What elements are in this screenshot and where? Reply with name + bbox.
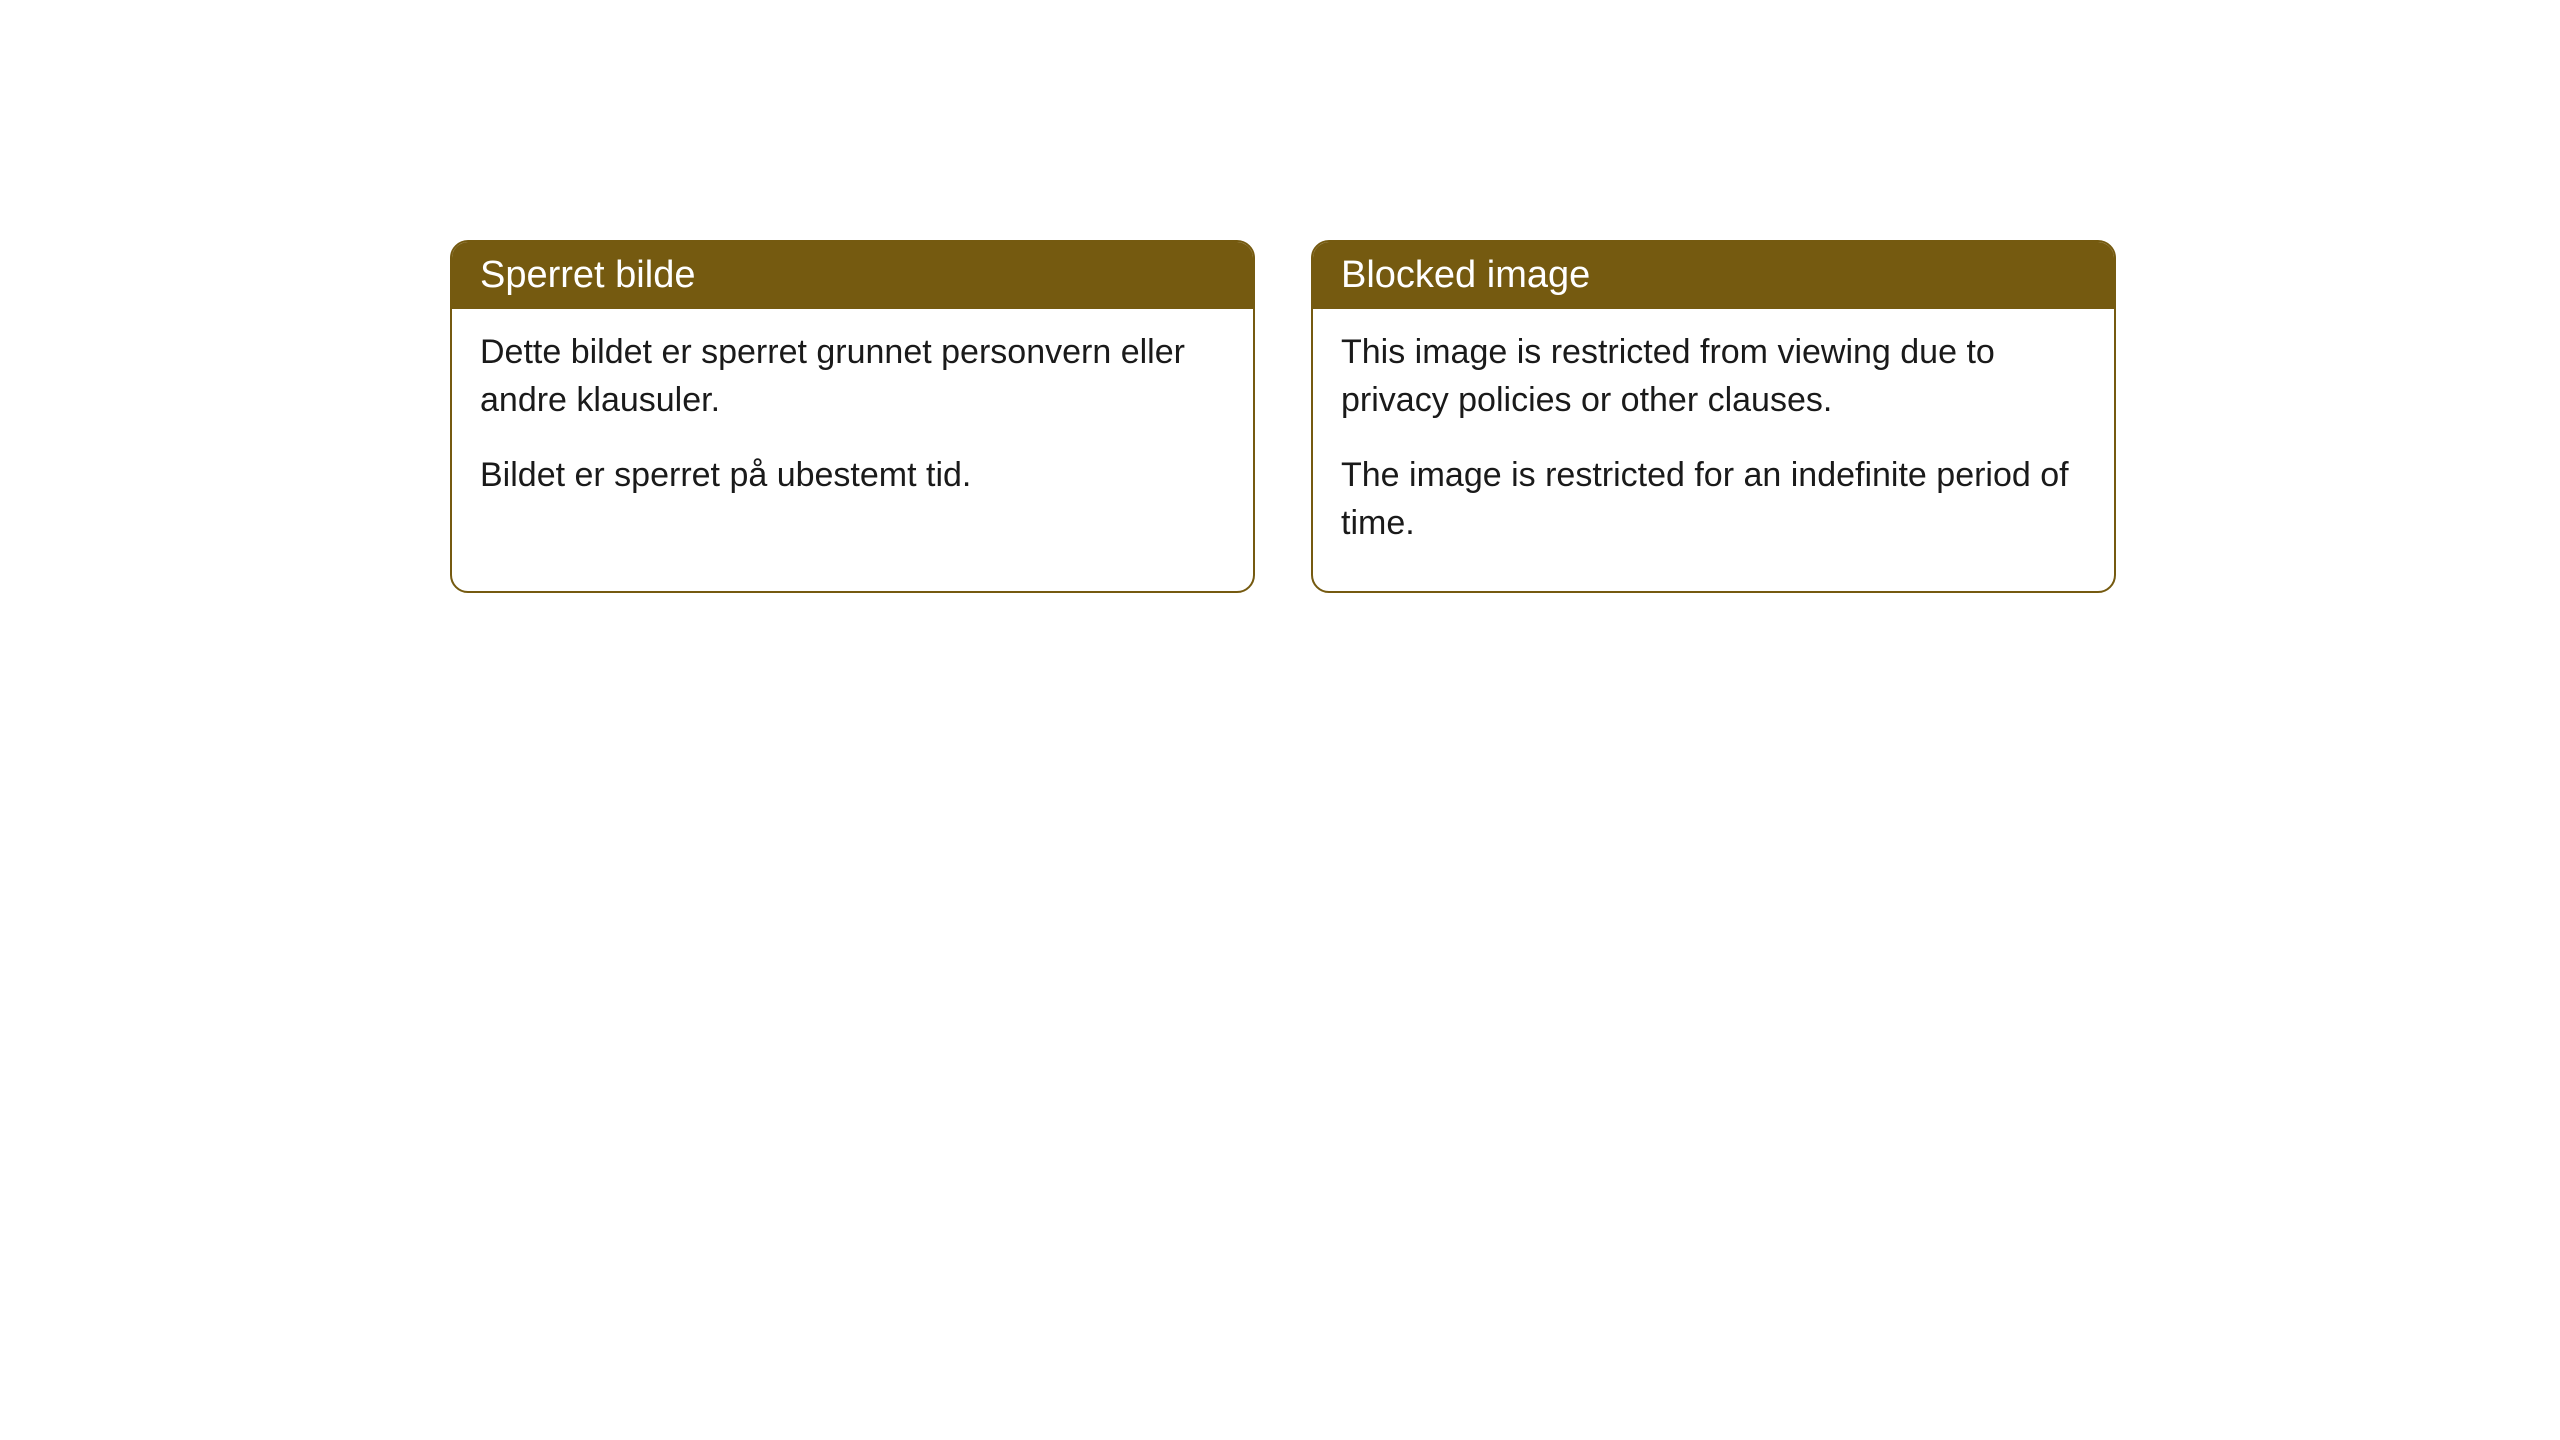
card-paragraph-2: Bildet er sperret på ubestemt tid.	[480, 452, 1225, 500]
card-title: Blocked image	[1341, 254, 1590, 296]
blocked-image-card-norwegian: Sperret bilde Dette bildet er sperret gr…	[450, 240, 1255, 593]
card-paragraph-1: Dette bildet er sperret grunnet personve…	[480, 329, 1225, 424]
card-paragraph-2: The image is restricted for an indefinit…	[1341, 452, 2086, 547]
card-title: Sperret bilde	[480, 254, 695, 296]
card-header: Sperret bilde	[452, 242, 1253, 309]
card-body: This image is restricted from viewing du…	[1313, 309, 2114, 591]
card-body: Dette bildet er sperret grunnet personve…	[452, 309, 1253, 544]
card-header: Blocked image	[1313, 242, 2114, 309]
card-paragraph-1: This image is restricted from viewing du…	[1341, 329, 2086, 424]
cards-container: Sperret bilde Dette bildet er sperret gr…	[450, 240, 2116, 593]
blocked-image-card-english: Blocked image This image is restricted f…	[1311, 240, 2116, 593]
